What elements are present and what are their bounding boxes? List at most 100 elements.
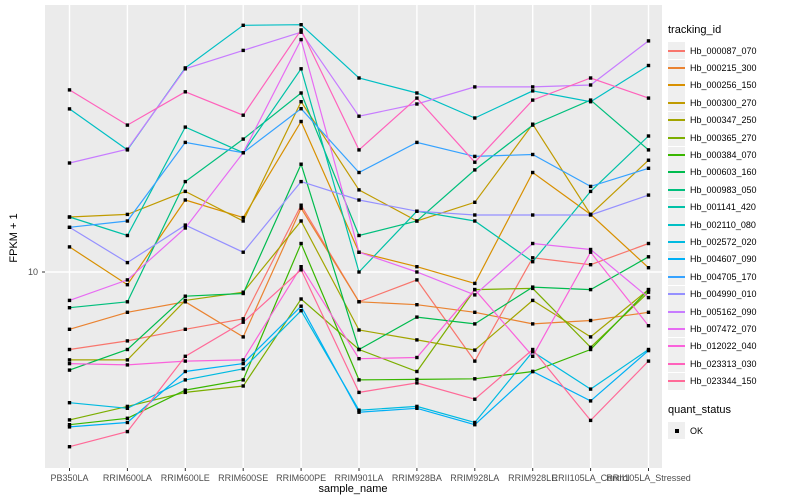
data-point (357, 76, 361, 80)
data-point (415, 140, 419, 145)
legend-key-swatch (668, 216, 685, 234)
data-point (183, 140, 187, 145)
data-point (588, 83, 593, 87)
data-point (357, 328, 361, 332)
legend-key-line-icon (668, 84, 685, 87)
data-point (241, 358, 245, 362)
legend-quant-items: OK (668, 422, 798, 439)
data-point (357, 170, 361, 175)
legend-key-swatch (668, 111, 685, 129)
data-point (299, 37, 303, 42)
legend-key-swatch (668, 303, 685, 321)
legend-item-label: Hb_000256_150 (690, 80, 757, 91)
data-point (125, 147, 130, 151)
data-point (473, 154, 477, 159)
data-point (125, 233, 130, 238)
data-point (183, 294, 187, 298)
legend-item-label: Hb_007472_070 (690, 323, 757, 334)
data-point (473, 348, 477, 352)
data-point (473, 322, 477, 326)
data-point (531, 241, 535, 246)
legend-item: Hb_000087_070 (668, 42, 798, 60)
data-point (125, 429, 130, 434)
data-point (531, 98, 535, 102)
x-tick-label: RRIM901LA (334, 473, 384, 483)
data-point (183, 189, 187, 194)
data-point (67, 445, 72, 449)
data-point (183, 90, 187, 94)
data-point (415, 102, 419, 106)
legend-key-line-icon (668, 258, 685, 261)
data-point (588, 418, 593, 423)
data-point (357, 408, 361, 412)
data-point (67, 361, 72, 366)
data-point (646, 348, 651, 353)
data-point (67, 418, 72, 422)
legend-item: Hb_012022_040 (668, 337, 798, 355)
data-point (473, 168, 477, 172)
legend-key-line-icon (668, 119, 685, 122)
data-point (299, 179, 303, 184)
data-point (299, 203, 303, 207)
data-point (415, 406, 419, 410)
legend-item-label: Hb_002110_080 (690, 219, 756, 230)
data-point (67, 88, 72, 92)
data-point (357, 198, 361, 202)
legend-item: Hb_000347_250 (668, 111, 798, 129)
data-point (357, 300, 361, 304)
data-point (299, 241, 303, 246)
data-point (299, 23, 303, 27)
data-point (531, 354, 535, 358)
legend-item: Hb_000983_050 (668, 181, 798, 199)
data-point (531, 285, 535, 289)
data-point (67, 358, 72, 362)
data-point (241, 250, 245, 254)
data-point (588, 247, 593, 252)
legend-item-label: Hb_000365_270 (690, 132, 757, 143)
legend-item-label: Hb_000384_070 (690, 150, 757, 161)
data-point (415, 265, 419, 269)
data-point (299, 67, 303, 71)
data-point (531, 347, 535, 352)
x-tick-label: RRIM600PE (276, 473, 327, 483)
data-point (183, 390, 187, 395)
data-point (125, 300, 130, 304)
data-point (183, 223, 187, 227)
legend-key-line-icon (668, 136, 685, 139)
data-point (415, 315, 419, 319)
data-point (588, 250, 593, 254)
data-point (415, 377, 419, 382)
legend-item: Hb_007472_070 (668, 320, 798, 338)
data-point (125, 358, 130, 362)
data-point (415, 381, 419, 385)
legend-key-line-icon (668, 206, 685, 209)
data-point (473, 213, 477, 217)
data-point (183, 226, 187, 230)
data-point (125, 363, 130, 367)
legend-key-line-icon (668, 67, 685, 70)
data-point (125, 260, 130, 265)
data-point (588, 213, 593, 217)
legend-item: Hb_000300_270 (668, 94, 798, 112)
legend-key-swatch (668, 146, 685, 164)
data-point (299, 219, 303, 223)
x-tick-label: RRIM600LA (102, 473, 152, 483)
data-point (646, 134, 651, 138)
legend-title-tracking-id: tracking_id (668, 24, 722, 36)
data-point (357, 390, 361, 395)
legend-item-label: Hb_000347_250 (690, 115, 757, 126)
data-point (415, 303, 419, 307)
x-tick-label: PB350LA (50, 473, 89, 483)
data-point (646, 63, 651, 68)
legend-item: Hb_023344_150 (668, 372, 798, 390)
data-point (241, 219, 245, 223)
data-point (646, 241, 651, 246)
data-point (531, 152, 535, 157)
data-point (588, 184, 593, 189)
data-point (646, 290, 651, 294)
y-tick-label: 10 (27, 267, 38, 277)
legend-item: Hb_002572_020 (668, 233, 798, 251)
data-point (588, 347, 593, 352)
legend-item-label: Hb_004705_170 (690, 271, 757, 282)
